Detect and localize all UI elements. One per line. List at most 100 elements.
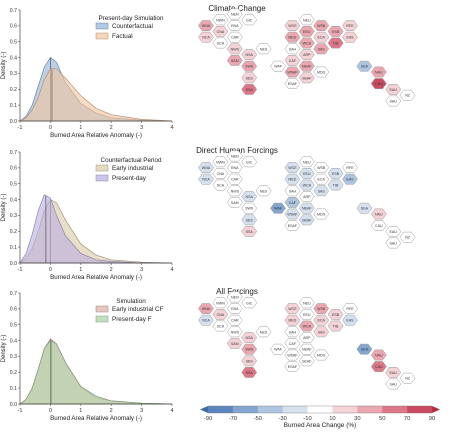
region-label-ena: ENA bbox=[231, 307, 239, 311]
colorbar-segment bbox=[232, 406, 259, 413]
region-hex-sau bbox=[385, 95, 402, 107]
region-hex-neaf bbox=[298, 60, 315, 72]
region-hex-sws bbox=[241, 60, 258, 72]
legend-swatch-1 bbox=[95, 164, 109, 172]
region-label-waf: WAF bbox=[274, 207, 283, 211]
x-tick-label: 1 bbox=[79, 408, 82, 414]
colorbar-tick-label: -90 bbox=[204, 416, 212, 422]
y-tick-label: 0.1 bbox=[10, 103, 17, 109]
colorbar-tick-label: 50 bbox=[379, 416, 385, 422]
hex-map-2: NWN NEN GIC WNA CNA ENA NCA SCA CAR NWS NSA NES SAM S… bbox=[198, 150, 416, 249]
region-hex-caf bbox=[284, 338, 301, 349]
region-label-neaf: NEAF bbox=[302, 65, 312, 69]
region-hex-nes bbox=[255, 43, 272, 55]
y-tick-label: 0.3 bbox=[10, 213, 17, 219]
y-tick-label: 0.5 bbox=[10, 40, 17, 46]
y-tick-label: 0.5 bbox=[10, 182, 17, 188]
x-tick-label: 0 bbox=[49, 408, 52, 414]
region-hex-eca bbox=[313, 314, 330, 326]
region-label-eau: EAU bbox=[390, 88, 398, 92]
region-hex-nwn bbox=[212, 156, 229, 168]
colorbar-segment bbox=[257, 406, 283, 413]
region-hex-nsa bbox=[241, 332, 258, 343]
y-tick-label: 0.4 bbox=[10, 197, 17, 203]
region-hex-nes bbox=[255, 185, 272, 197]
region-label-eau: EAU bbox=[390, 230, 398, 234]
panel-title-climate: Climate Change bbox=[208, 4, 266, 13]
region-hex-nes bbox=[255, 326, 272, 338]
region-hex-tib bbox=[327, 320, 344, 332]
region-label-gic: GIC bbox=[246, 301, 253, 305]
density-area-2 bbox=[19, 194, 172, 264]
region-hex-nau bbox=[370, 208, 387, 220]
region-hex-wna bbox=[198, 20, 214, 31]
region-label-sam: SAM bbox=[231, 201, 239, 205]
region-hex-wsaf bbox=[284, 66, 301, 78]
y-tick-label: 0.2 bbox=[10, 87, 17, 93]
region-label-ena: ENA bbox=[231, 166, 239, 170]
x-tick-label: 0 bbox=[49, 125, 52, 131]
colorbar-tick-label: 90 bbox=[429, 416, 435, 422]
region-hex-cna bbox=[212, 26, 229, 37]
region-hex-ssa bbox=[241, 226, 258, 237]
legend-label-2: Present-day bbox=[112, 175, 147, 182]
colorbar-segment bbox=[307, 406, 333, 413]
region-label-eas: EAS bbox=[346, 36, 354, 40]
region-label-cau: CAU bbox=[375, 224, 383, 228]
colorbar-tick-label: -50 bbox=[254, 416, 262, 422]
region-hex-sam bbox=[226, 197, 243, 208]
region-label-seaf: SEAF bbox=[302, 359, 312, 363]
x-tick-label: 0 bbox=[49, 267, 52, 273]
region-label-caf: CAF bbox=[289, 342, 297, 346]
region-hex-cau bbox=[370, 220, 387, 231]
density-panel-2: 0.0 0.1 0.2 0.3 0.4 0.5 0.6 0.7 -1 0 1 2 3 4 Burned Ar… bbox=[1, 150, 174, 281]
region-label-nau: NAU bbox=[375, 354, 383, 358]
region-hex-sau bbox=[385, 237, 402, 249]
region-label-sah: SAH bbox=[289, 189, 297, 193]
region-hex-gic bbox=[241, 14, 258, 26]
region-label-sau: SAU bbox=[390, 242, 398, 246]
region-hex-nca bbox=[198, 31, 214, 43]
x-axis-label: Burned Area Relative Anomaly (-) bbox=[50, 415, 142, 422]
y-tick-label: 0.2 bbox=[10, 229, 17, 235]
legend-label-2: Present-day F bbox=[112, 316, 152, 323]
region-label-esb: ESB bbox=[332, 313, 340, 317]
region-label-gic: GIC bbox=[246, 160, 253, 164]
y-tick-label: 0.3 bbox=[10, 354, 17, 360]
legend-swatch-1 bbox=[95, 305, 109, 313]
region-label-neaf: NEAF bbox=[302, 348, 312, 352]
y-tick-label: 0.6 bbox=[10, 166, 17, 172]
region-hex-arp bbox=[298, 49, 315, 60]
region-label-wce: WCE bbox=[288, 166, 297, 170]
region-hex-nwn bbox=[212, 297, 229, 309]
region-hex-eeu bbox=[298, 168, 315, 179]
region-hex-caf bbox=[284, 55, 301, 66]
region-hex-wna bbox=[198, 303, 214, 314]
y-tick-label: 0.1 bbox=[10, 245, 17, 251]
region-label-mdg: MDG bbox=[317, 71, 326, 75]
region-hex-med bbox=[284, 314, 301, 326]
region-label-sws: SWS bbox=[245, 348, 254, 352]
region-label-esb: ESB bbox=[332, 30, 340, 34]
region-hex-nca bbox=[198, 314, 214, 326]
legend-title: Counterfactual Period bbox=[101, 157, 162, 164]
x-tick-label: 1 bbox=[79, 267, 82, 273]
region-hex-seaf bbox=[298, 214, 315, 226]
region-label-arp: ARP bbox=[303, 336, 311, 340]
region-label-eca: ECA bbox=[318, 319, 326, 323]
region-label-nws: NWS bbox=[231, 47, 240, 51]
region-hex-caf bbox=[284, 197, 301, 208]
region-label-nes: NES bbox=[260, 189, 268, 193]
region-label-sca: SCA bbox=[217, 184, 225, 188]
region-label-wna: WNA bbox=[202, 24, 211, 28]
region-hex-sca bbox=[212, 179, 229, 191]
colorbar-tick-label: 30 bbox=[354, 416, 360, 422]
x-tick-label: -1 bbox=[18, 408, 23, 414]
region-hex-arp bbox=[298, 332, 315, 343]
region-label-eeu: EEU bbox=[303, 30, 311, 34]
region-hex-sam bbox=[226, 338, 243, 349]
x-axis-label: Burned Area Relative Anomaly (-) bbox=[50, 132, 142, 139]
region-label-sam: SAM bbox=[231, 59, 239, 63]
region-hex-waf bbox=[270, 202, 286, 214]
region-hex-gic bbox=[241, 156, 258, 168]
